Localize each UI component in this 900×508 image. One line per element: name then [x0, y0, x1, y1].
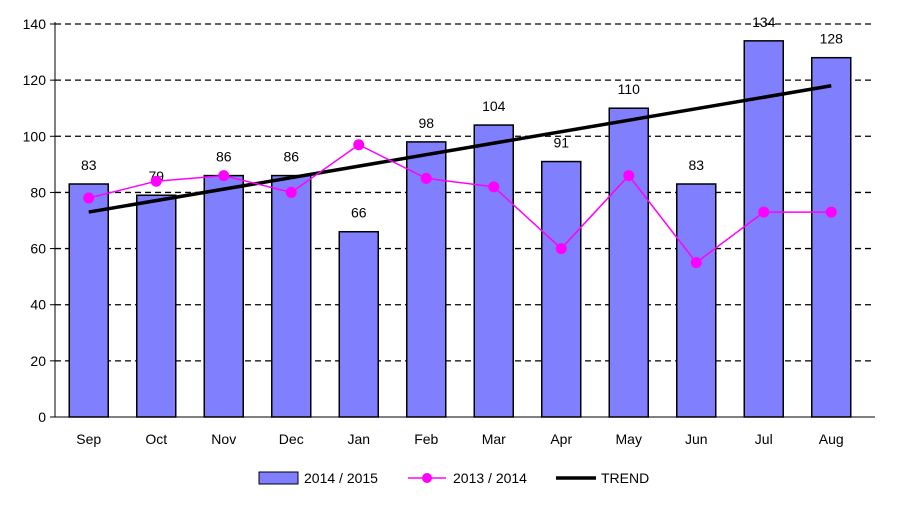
bar-data-label: 83 [688, 157, 704, 173]
line-point [488, 181, 500, 193]
bar [203, 174, 244, 418]
x-tick-label: Oct [145, 431, 167, 447]
bar [136, 194, 177, 418]
x-tick-label: Mar [482, 431, 506, 447]
bar [676, 183, 717, 418]
axes [50, 22, 875, 418]
line-point [690, 257, 702, 269]
bar [406, 141, 447, 418]
bar-data-label: 86 [216, 149, 232, 165]
bar [608, 107, 649, 418]
bar-data-label: 91 [553, 135, 569, 151]
y-tick-label: 40 [30, 297, 46, 313]
bar-data-label: 134 [752, 14, 776, 30]
bar-data-label: 110 [618, 81, 641, 97]
legend-swatch-marker [422, 473, 432, 483]
x-tick-label: Jul [755, 431, 773, 447]
x-tick-label: Feb [414, 431, 438, 447]
line-point [285, 186, 297, 198]
line-point [353, 139, 365, 151]
y-axis-ticks: 0 20 40 60 80 100 120 140 [23, 16, 55, 425]
y-tick-label: 100 [23, 128, 47, 144]
x-tick-label: Jan [347, 431, 370, 447]
x-tick-label: Aug [819, 431, 844, 447]
line-point [150, 175, 162, 187]
line-point [555, 243, 567, 255]
x-tick-label: Dec [279, 431, 304, 447]
bar [338, 230, 379, 418]
y-tick-label: 20 [30, 353, 46, 369]
legend-swatch-bar [258, 471, 299, 485]
y-tick-label: 140 [23, 16, 47, 32]
line-point [623, 170, 635, 182]
trend-line [88, 84, 832, 214]
line-point [218, 170, 230, 182]
bar-data-label: 128 [820, 31, 844, 47]
x-axis-labels: Sep Oct Nov Dec Jan Feb Mar Apr May Jun Jul Aug [76, 431, 843, 447]
y-tick-label: 60 [30, 241, 46, 257]
legend-label: 2014 / 2015 [304, 470, 378, 486]
line-series [83, 139, 837, 269]
bar [271, 174, 312, 418]
bar-data-label: 104 [482, 98, 506, 114]
x-tick-label: Sep [76, 431, 101, 447]
x-tick-label: Jun [685, 431, 708, 447]
legend: 2014 / 2015 2013 / 2014 TREND [258, 470, 649, 486]
bar-data-label: 83 [81, 157, 97, 173]
line-point [420, 172, 432, 184]
y-tick-label: 80 [30, 184, 46, 200]
gridlines [55, 23, 875, 362]
x-tick-label: May [616, 431, 642, 447]
bar [68, 183, 109, 418]
legend-label: 2013 / 2014 [453, 470, 527, 486]
x-tick-label: Nov [211, 431, 236, 447]
series-line [88, 143, 832, 264]
line-point [83, 192, 95, 204]
y-tick-label: 0 [38, 409, 46, 425]
bar-series [68, 40, 852, 418]
bar [541, 160, 582, 418]
bar-data-label: 86 [283, 149, 299, 165]
bar-data-label: 66 [351, 205, 367, 221]
bar [473, 124, 514, 418]
bar-data-labels: 8379868666981049111083134128 [81, 14, 843, 221]
line-point [758, 206, 770, 218]
bar-data-label: 98 [418, 115, 434, 131]
trend-series [88, 84, 832, 214]
y-tick-label: 120 [23, 72, 47, 88]
bar [811, 56, 852, 418]
line-point [825, 206, 837, 218]
x-tick-label: Apr [550, 431, 572, 447]
legend-label: TREND [601, 470, 649, 486]
